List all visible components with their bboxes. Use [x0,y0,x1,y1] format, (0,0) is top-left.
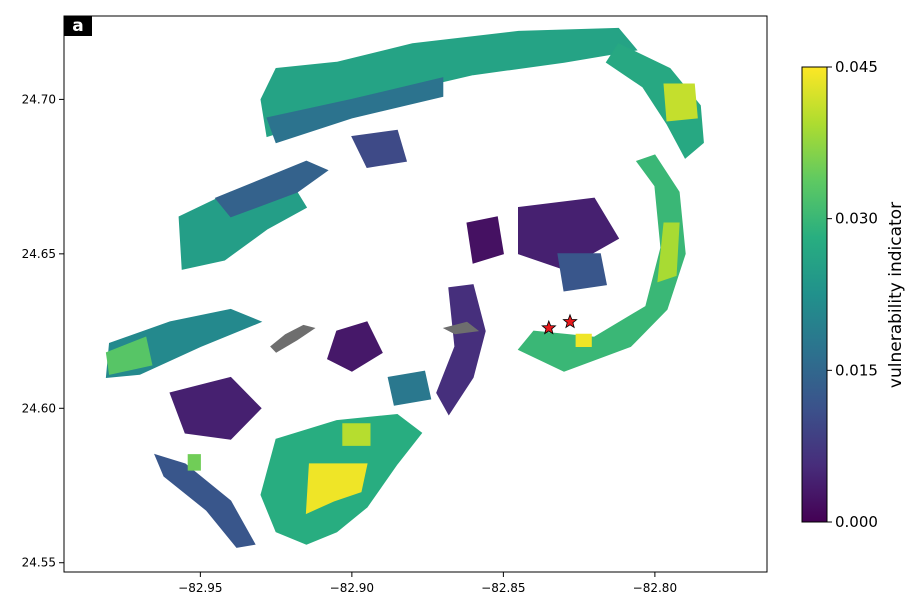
colorbar-tick-label: 0.015 [835,361,878,379]
region-northwest-lobe-edge [214,160,329,218]
region-central-patch [326,321,383,372]
colorbar [801,66,828,523]
region-south-hotspot [305,463,368,515]
region-west-interior [169,376,262,440]
colorbar-label: vulnerability indicator [886,202,906,388]
y-tick-label: 24.55 [22,556,56,570]
plot-frame [63,15,768,573]
region-northcentral-patch [466,216,504,264]
gray-patch-2 [442,321,480,335]
colorbar-tick-label: 0.030 [835,210,878,228]
region-north-rim-band [266,77,444,144]
region-north-rim [260,27,638,138]
colorbar-ticks: 0.000 0.015 0.030 0.045 [827,58,878,531]
colorbar-tick-label: 0.000 [835,513,878,531]
region-northeast-arc [605,43,704,159]
region-east-inner-mid [557,253,607,292]
region-east-red-star-band [575,333,592,347]
x-axis: −82.95 −82.90 −82.85 −82.80 [178,572,677,595]
star-marker-2 [562,313,578,329]
gray-patch-1 [270,324,316,353]
region-southwest-green [187,454,201,471]
y-tick-label: 24.60 [22,401,56,415]
region-north-interior [351,129,408,168]
y-tick-label: 24.65 [22,247,56,261]
colorbar-tick-label: 0.045 [835,58,878,76]
markers [541,313,578,335]
region-east-rim [517,154,686,372]
map-regions [105,27,704,548]
y-axis: 24.55 24.60 24.65 24.70 [22,92,64,570]
region-northeast-hotspot [663,83,698,122]
region-south-hotspot-2 [342,423,371,446]
gray-patches [270,321,480,353]
region-central-lagoon-edge [436,284,486,416]
region-central-south-patch [387,370,432,406]
x-tick-label: −82.80 [633,581,677,595]
x-tick-label: −82.90 [330,581,374,595]
panel-label-box [64,16,92,36]
y-tick-label: 24.70 [22,92,56,106]
star-marker-1 [541,319,557,335]
region-east-hotspot [657,222,680,283]
panel-label: a [72,16,83,36]
x-tick-label: −82.95 [178,581,222,595]
region-west-hotspot [105,336,153,375]
x-tick-label: −82.85 [481,581,525,595]
